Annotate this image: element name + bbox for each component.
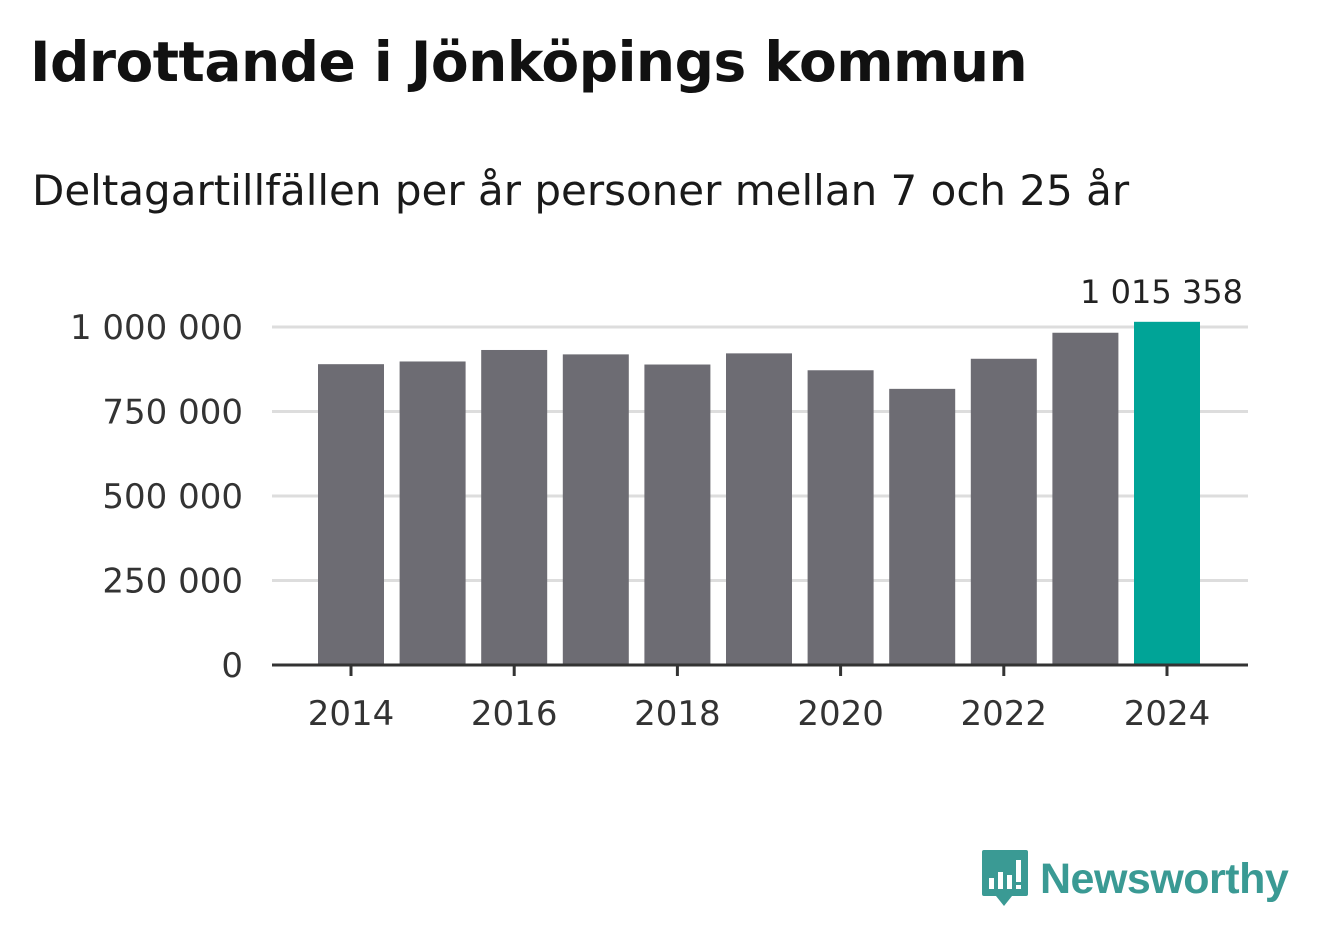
y-tick-label: 250 000 [102, 562, 243, 602]
bar [889, 388, 956, 665]
bar [1052, 332, 1119, 665]
bar [562, 354, 629, 665]
y-tick-label: 500 000 [102, 477, 243, 517]
bar [1134, 321, 1200, 665]
bar [807, 370, 874, 665]
bar [481, 349, 548, 665]
y-tick-label: 1 000 000 [70, 308, 243, 348]
x-tick-label: 2018 [634, 694, 721, 734]
y-tick-label: 750 000 [102, 393, 243, 433]
bar-value-label: 1 015 358 [1080, 273, 1243, 311]
x-tick-label: 2014 [308, 694, 395, 734]
bar [970, 358, 1037, 665]
chart-subtitle: Deltagartillfällen per år personer mella… [32, 166, 1130, 215]
y-tick-label: 0 [221, 646, 243, 686]
bar [726, 353, 792, 665]
bar [644, 364, 711, 665]
brand-name: Newsworthy [1040, 854, 1289, 903]
x-tick-label: 2016 [471, 694, 558, 734]
brand-logo: Newsworthy [980, 848, 1289, 910]
x-tick-label: 2020 [797, 694, 884, 734]
newsworthy-logo-icon [982, 850, 1028, 906]
x-tick-label: 2024 [1124, 694, 1211, 734]
x-tick-label: 2022 [961, 694, 1048, 734]
bar [318, 364, 384, 665]
chart-title: Idrottande i Jönköpings kommun [30, 30, 1028, 94]
bar [399, 361, 466, 665]
